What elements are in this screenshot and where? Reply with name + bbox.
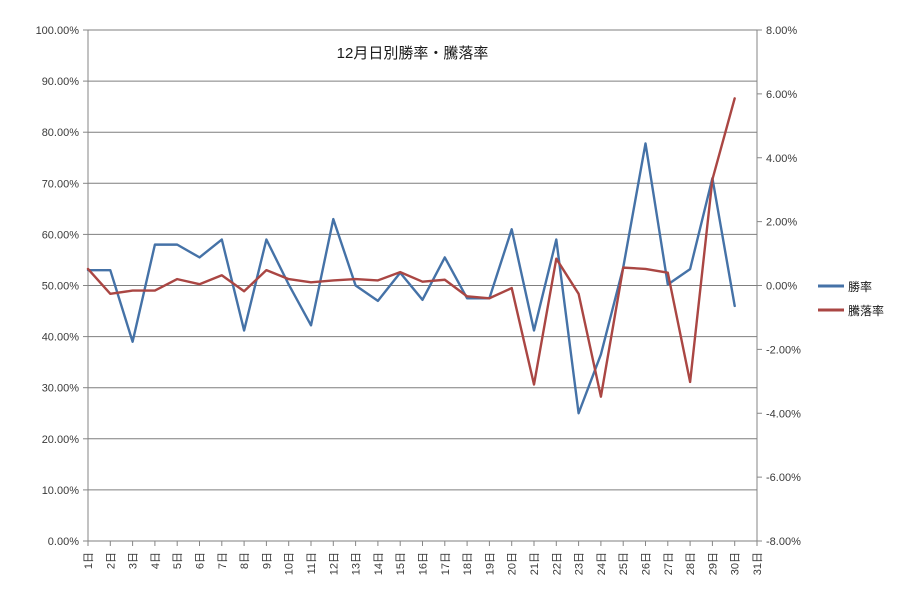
x-axis-tick-label: 27日 [663, 552, 675, 575]
x-axis-tick-label: 17日 [440, 552, 452, 575]
x-axis-tick-label: 1日 [83, 552, 95, 569]
x-axis-tick-label: 12日 [328, 552, 340, 575]
right-axis-tick-label: 2.00% [766, 217, 797, 229]
x-axis-tick-label: 13日 [351, 552, 363, 575]
x-axis-tick-label: 28日 [685, 552, 697, 575]
x-axis-tick-label: 6日 [195, 552, 207, 569]
right-axis-tick-label: -8.00% [766, 536, 801, 548]
x-axis-tick-label: 9日 [261, 552, 273, 569]
right-axis-tick-label: -6.00% [766, 472, 801, 484]
right-axis-tick-label: 4.00% [766, 153, 797, 165]
x-axis-tick-label: 18日 [462, 552, 474, 575]
left-axis-tick-label: 90.00% [42, 76, 80, 88]
x-axis-tick-label: 24日 [596, 552, 608, 575]
x-axis-tick-label: 14日 [373, 552, 385, 575]
x-axis-tick-label: 16日 [418, 552, 430, 575]
left-axis-tick-label: 50.00% [42, 281, 80, 293]
series-line-2 [86, 97, 736, 398]
x-axis-tick-label: 2日 [105, 552, 117, 569]
right-axis-tick-label: 8.00% [766, 25, 797, 37]
x-axis-tick-label: 26日 [641, 552, 653, 575]
legend-label-1: 勝率 [848, 279, 872, 294]
left-axis-tick-label: 70.00% [42, 178, 80, 190]
x-axis-tick-label: 10日 [284, 552, 296, 575]
left-axis-tick-label: 80.00% [42, 127, 80, 139]
x-axis-tick-label: 3日 [128, 552, 140, 569]
x-axis-tick-label: 11日 [306, 552, 318, 574]
legend-label-2: 騰落率 [848, 303, 884, 318]
right-axis-tick-label: 0.00% [766, 281, 797, 293]
left-axis-tick-label: 100.00% [36, 25, 80, 37]
x-axis-tick-label: 19日 [484, 552, 496, 575]
x-axis-tick-label: 21日 [529, 552, 541, 575]
x-axis-tick-label: 5日 [172, 552, 184, 569]
x-axis-tick-label: 20日 [507, 552, 519, 575]
x-axis-tick-label: 8日 [239, 552, 251, 569]
left-axis-tick-label: 40.00% [42, 332, 80, 344]
x-axis-tick-label: 31日 [752, 552, 764, 575]
x-axis-tick-label: 22日 [551, 552, 563, 575]
right-axis-tick-label: -4.00% [766, 408, 801, 420]
x-axis-tick-label: 15日 [395, 552, 407, 575]
series-line-1 [86, 142, 736, 415]
x-axis-tick-label: 23日 [574, 552, 586, 575]
left-axis-tick-label: 10.00% [42, 485, 80, 497]
chart-title: 12月日別勝率・騰落率 [337, 44, 489, 62]
left-axis-tick-label: 20.00% [42, 434, 80, 446]
left-axis-tick-label: 0.00% [48, 536, 79, 548]
right-axis-tick-label: 6.00% [766, 89, 797, 101]
left-axis-tick-label: 60.00% [42, 229, 80, 241]
x-axis-tick-label: 29日 [707, 552, 719, 575]
left-axis-tick-label: 30.00% [42, 383, 80, 395]
right-axis-tick-label: -2.00% [766, 344, 801, 356]
x-axis-tick-label: 4日 [150, 552, 162, 569]
x-axis-tick-label: 7日 [217, 552, 229, 569]
x-axis-tick-label: 25日 [618, 552, 630, 575]
x-axis-tick-label: 30日 [730, 552, 742, 575]
